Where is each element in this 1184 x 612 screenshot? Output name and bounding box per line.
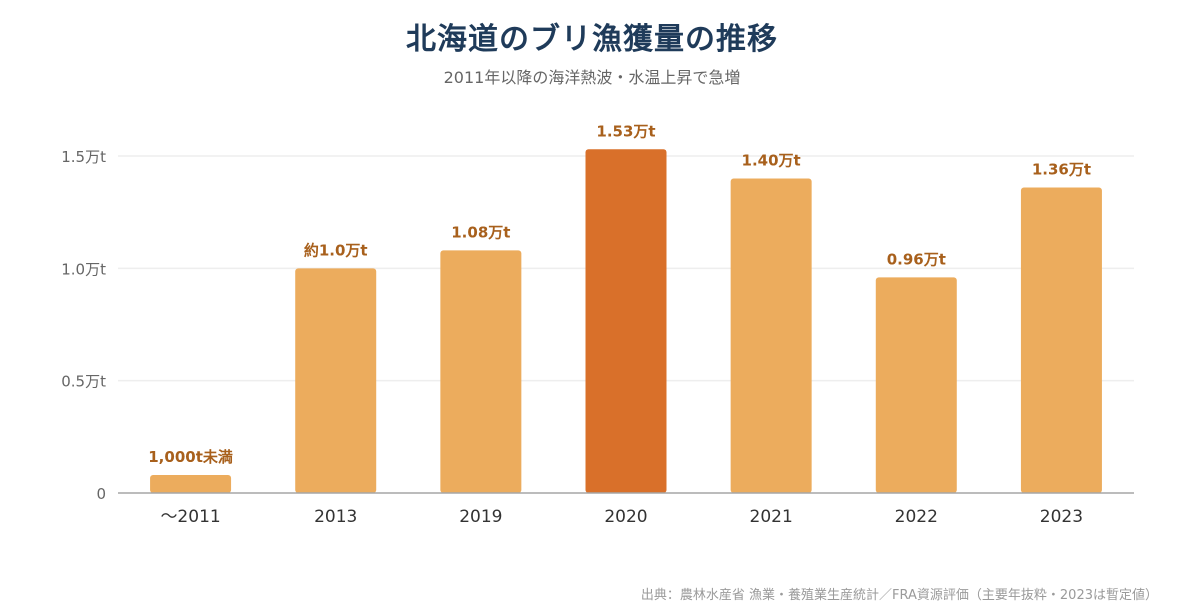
value-labels: 1,000t未満 約1.0万t 1.08万t 1.53万t 1.40万t 0.96万t 1.… [148,122,1091,466]
x-tick-label: 2013 [314,507,357,527]
x-tick-label: 2021 [750,507,793,527]
value-label: 1.36万t [1032,160,1091,178]
x-tick-label: 2023 [1040,507,1083,527]
value-label: 1.53万t [596,122,655,140]
y-tick-label: 1.5万t [61,148,106,166]
bar-4 [585,149,667,493]
value-label: 約1.0万t [304,241,368,259]
y-tick-label: 0.5万t [61,373,106,391]
bar-7 [1020,187,1102,493]
bar-3 [440,250,522,493]
value-label: 0.96万t [887,250,946,268]
bar-1 [150,475,232,493]
bar-6 [875,277,957,493]
y-tick-label: 0 [96,485,106,503]
bar-5 [730,178,812,493]
source-note: 出典：農林水産省 漁業・養殖業生産統計／FRA資源評価（主要年抜粋・2023は暫… [640,588,1158,603]
x-tick-label: 2019 [459,507,502,527]
x-axis-tick-labels: 〜2011 2013 2019 2020 2021 2022 2023 [160,507,1083,527]
y-axis-tick-labels: 0 0.5万t 1.0万t 1.5万t [61,148,106,503]
x-tick-label: 2022 [895,507,938,527]
chart-subtitle: 2011年以降の海洋熱波・水温上昇で急増 [443,68,741,87]
value-label: 1,000t未満 [148,448,233,466]
chart-title: 北海道のブリ漁獲量の推移 [406,22,778,57]
bars [150,149,1102,493]
x-tick-label: 〜2011 [160,507,220,527]
value-label: 1.08万t [451,223,510,241]
y-tick-label: 1.0万t [61,260,106,278]
x-tick-label: 2020 [604,507,647,527]
bar-2 [295,268,377,493]
value-label: 1.40万t [742,151,801,169]
